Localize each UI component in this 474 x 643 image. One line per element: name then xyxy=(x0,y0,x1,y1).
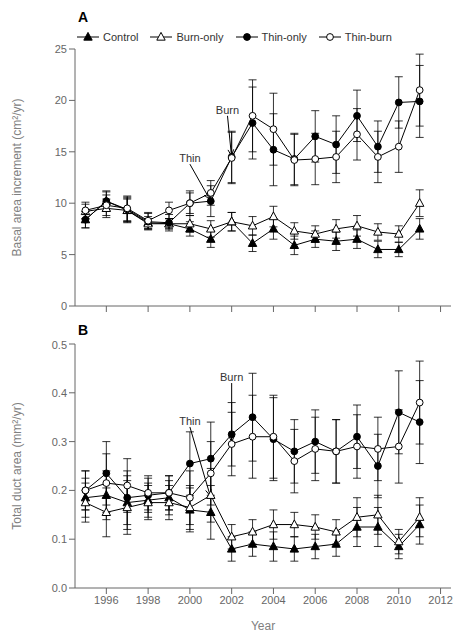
svg-text:1998: 1998 xyxy=(136,594,160,606)
svg-text:Total duct area (mm²/yr): Total duct area (mm²/yr) xyxy=(10,402,24,529)
svg-text:15: 15 xyxy=(55,146,67,158)
html-text:Thin-only: Thin-only xyxy=(261,31,307,43)
svg-text:2002: 2002 xyxy=(219,594,243,606)
html-text:A: A xyxy=(78,9,89,25)
svg-text:2000: 2000 xyxy=(178,594,202,606)
html-text:Burn-only: Burn-only xyxy=(176,31,224,43)
svg-text:0.1: 0.1 xyxy=(52,533,67,545)
svg-text:2006: 2006 xyxy=(303,594,327,606)
svg-text:Basal area increment (cm²/yr): Basal area increment (cm²/yr) xyxy=(10,98,24,256)
svg-text:1996: 1996 xyxy=(94,594,118,606)
svg-text:Year: Year xyxy=(251,619,275,633)
svg-text:2012: 2012 xyxy=(428,594,452,606)
svg-text:0.0: 0.0 xyxy=(52,582,67,594)
svg-text:0.4: 0.4 xyxy=(52,387,67,399)
svg-text:Thin: Thin xyxy=(179,415,200,427)
html-text:Thin-burn: Thin-burn xyxy=(344,31,392,43)
svg-text:Burn: Burn xyxy=(220,371,243,383)
svg-text:0.5: 0.5 xyxy=(52,339,67,351)
svg-text:2008: 2008 xyxy=(345,594,369,606)
svg-text:Burn: Burn xyxy=(216,104,239,116)
html-text:Control: Control xyxy=(103,31,139,43)
svg-text:0.2: 0.2 xyxy=(52,484,67,496)
svg-text:25: 25 xyxy=(55,43,67,55)
svg-text:10: 10 xyxy=(55,197,67,209)
svg-text:20: 20 xyxy=(55,94,67,106)
svg-text:Thin: Thin xyxy=(179,152,200,164)
html-text:B: B xyxy=(78,322,89,338)
svg-text:0: 0 xyxy=(61,300,67,312)
svg-text:0.3: 0.3 xyxy=(52,436,67,448)
svg-text:5: 5 xyxy=(61,249,67,261)
svg-text:2004: 2004 xyxy=(261,594,285,606)
svg-text:2010: 2010 xyxy=(387,594,411,606)
